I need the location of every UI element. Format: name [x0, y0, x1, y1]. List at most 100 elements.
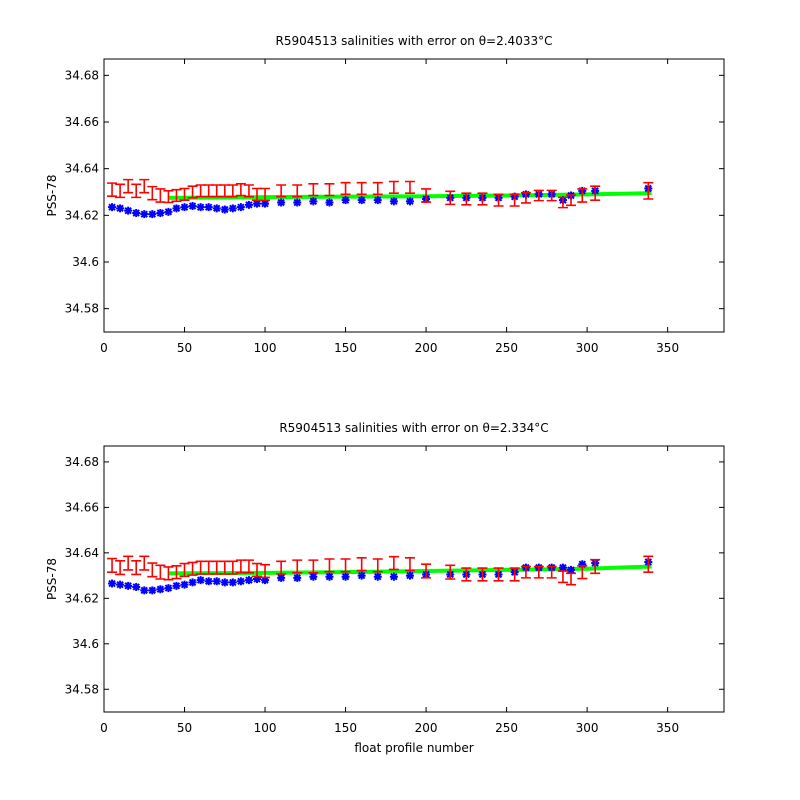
red-error-bar — [404, 180, 415, 194]
red-error-bar — [131, 560, 142, 576]
x-tick-label: 50 — [177, 721, 192, 735]
red-error-bar — [308, 559, 319, 574]
red-error-bar — [643, 555, 654, 573]
blue-star-point — [220, 578, 229, 587]
red-error-bar — [509, 567, 520, 582]
x-tick-label: 200 — [415, 721, 438, 735]
red-error-bar — [147, 562, 158, 578]
red-error-bar — [477, 567, 488, 582]
red-error-bar — [533, 565, 544, 579]
red-error-bar — [324, 558, 335, 573]
y-tick-label: 34.62 — [65, 591, 99, 605]
red-error-bar — [139, 178, 150, 194]
blue-star-point — [156, 585, 165, 594]
blue-star-point — [373, 196, 382, 205]
y-axis-label: PSS-78 — [45, 558, 59, 600]
blue-star-point — [140, 586, 149, 595]
red-error-bar — [308, 183, 319, 197]
y-tick-label: 34.68 — [65, 455, 99, 469]
red-error-bar — [324, 183, 335, 197]
red-error-bar — [445, 190, 456, 206]
blue-star-point — [261, 576, 270, 585]
red-error-bar — [179, 187, 190, 201]
red-error-bar — [171, 188, 182, 203]
red-error-bar — [227, 560, 238, 575]
red-error-bar — [493, 193, 504, 207]
x-axis-label: float profile number — [354, 741, 473, 755]
red-error-bar — [533, 189, 544, 202]
red-error-bar — [107, 557, 118, 573]
red-error-bar — [243, 559, 254, 574]
blue-star-point — [108, 203, 117, 212]
blue-star-point — [293, 198, 302, 207]
y-tick-label: 34.64 — [65, 162, 99, 176]
red-error-bar — [477, 192, 488, 206]
blue-star-point — [212, 204, 221, 213]
x-tick-label: 200 — [415, 341, 438, 355]
blue-star-point — [196, 576, 205, 585]
blue-star-point — [578, 560, 587, 569]
x-tick-label: 300 — [576, 341, 599, 355]
x-tick-label: 100 — [254, 721, 277, 735]
blue-star-point — [325, 572, 334, 581]
blue-star-point — [108, 579, 117, 588]
y-tick-label: 34.58 — [65, 302, 99, 316]
red-error-bar — [566, 194, 577, 207]
chart-panel-bottom: 0 50 100 150 200 250 300 350 34.58 34.6 34.62 34.64… — [45, 421, 725, 755]
blue-star-point — [124, 581, 133, 590]
chart-title: R5904513 salinities with error on θ=2.40… — [276, 34, 553, 48]
y-tick-label: 34.66 — [65, 115, 99, 129]
red-error-bar — [577, 565, 588, 580]
y-tick-label: 34.58 — [65, 682, 99, 696]
red-error-bar — [139, 555, 150, 571]
red-error-bar — [147, 185, 158, 201]
red-error-bar — [171, 565, 182, 580]
blue-star-point — [389, 197, 398, 206]
blue-star-point — [236, 577, 245, 586]
red-error-bar — [356, 181, 367, 196]
red-error-bar — [292, 559, 303, 574]
y-tick-label: 34.68 — [65, 68, 99, 82]
blue-star-point — [405, 571, 414, 580]
red-error-bar — [211, 184, 222, 198]
blue-star-point — [558, 563, 567, 572]
blue-star-point — [228, 578, 237, 587]
blue-star-point — [180, 203, 189, 212]
blue-star-point — [132, 209, 141, 217]
red-error-bar — [404, 557, 415, 572]
blue-star-point — [309, 197, 318, 206]
red-error-bar — [520, 191, 531, 204]
red-error-bar — [372, 181, 383, 196]
red-error-bar — [276, 560, 287, 575]
red-error-bar — [445, 564, 456, 580]
blue-star-point — [164, 207, 173, 216]
chart-title: R5904513 salinities with error on θ=2.33… — [279, 421, 548, 435]
blue-star-point — [252, 575, 261, 583]
red-error-bar — [421, 563, 432, 579]
red-error-bar — [590, 558, 601, 575]
blue-star-point — [341, 572, 350, 581]
blue-star-point — [244, 200, 253, 209]
red-error-bar — [123, 178, 134, 194]
red-error-bar — [546, 565, 557, 579]
x-tick-label: 350 — [656, 341, 679, 355]
x-tick-label: 50 — [177, 341, 192, 355]
red-error-bar — [219, 184, 230, 198]
blue-star-point — [244, 576, 253, 585]
red-error-bar — [557, 196, 568, 209]
blue-star-point — [325, 198, 334, 207]
blue-star-point — [164, 584, 173, 593]
blue-star-point — [309, 572, 318, 581]
blue-star-point — [220, 205, 229, 214]
x-tick-label: 300 — [576, 721, 599, 735]
blue-star-point — [405, 197, 414, 206]
blue-star-point — [204, 577, 213, 586]
red-error-bar — [493, 567, 504, 582]
y-tick-label: 34.62 — [65, 208, 99, 222]
red-error-bar — [546, 189, 557, 202]
blue-star-point — [124, 206, 133, 215]
plot-area-frame — [103, 445, 725, 713]
blue-star-point — [188, 578, 197, 587]
red-error-bar — [461, 567, 472, 582]
blue-star-point — [156, 209, 165, 217]
